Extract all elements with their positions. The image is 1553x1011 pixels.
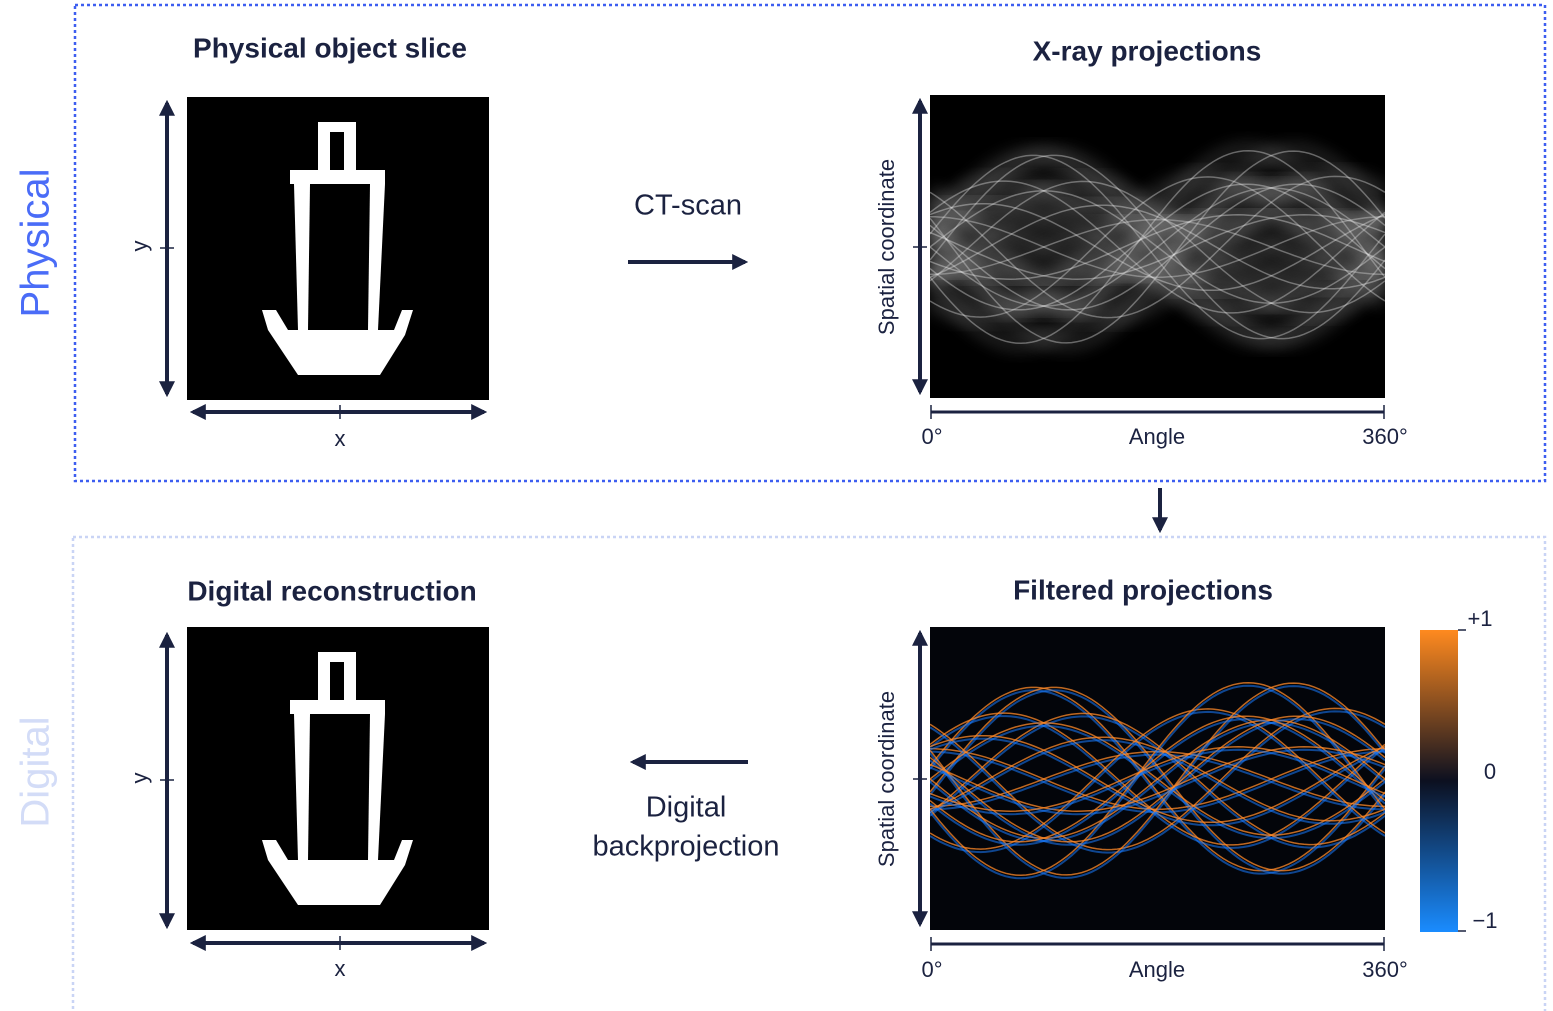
axis-label: 0° — [921, 424, 942, 449]
colorbar-label: 0 — [1484, 759, 1496, 784]
step-label: CT-scan — [634, 190, 742, 222]
axis-label: Spatial coordinate — [874, 159, 899, 335]
panel-title: Physical object slice — [193, 32, 467, 63]
step-label: backprojection — [593, 831, 780, 863]
axis-label: x — [335, 956, 346, 981]
step-label: Digital — [646, 792, 727, 824]
section-label: Physical — [14, 169, 58, 318]
diagram: Physical Digital Physical object slice y… — [0, 0, 1553, 1011]
colorbar-label: +1 — [1467, 606, 1492, 631]
axis-label: Spatial coordinate — [874, 691, 899, 867]
colorbar-label: −1 — [1472, 908, 1497, 933]
axis-label: 360° — [1362, 424, 1408, 449]
panel-title: X-ray projections — [1033, 35, 1262, 66]
object-image — [187, 97, 489, 400]
section-label: Digital — [14, 716, 58, 827]
axis-label: Angle — [1129, 424, 1185, 449]
colorbar — [1420, 630, 1458, 932]
axis-label: y — [127, 773, 152, 784]
axis-label: 0° — [921, 957, 942, 982]
axis-label: y — [127, 241, 152, 252]
reconstruction-image — [187, 627, 489, 930]
panel-title: Filtered projections — [1013, 574, 1273, 605]
axis-label: Angle — [1129, 957, 1185, 982]
axis-label: x — [335, 426, 346, 451]
panel-title: Digital reconstruction — [187, 575, 476, 606]
axis-label: 360° — [1362, 957, 1408, 982]
